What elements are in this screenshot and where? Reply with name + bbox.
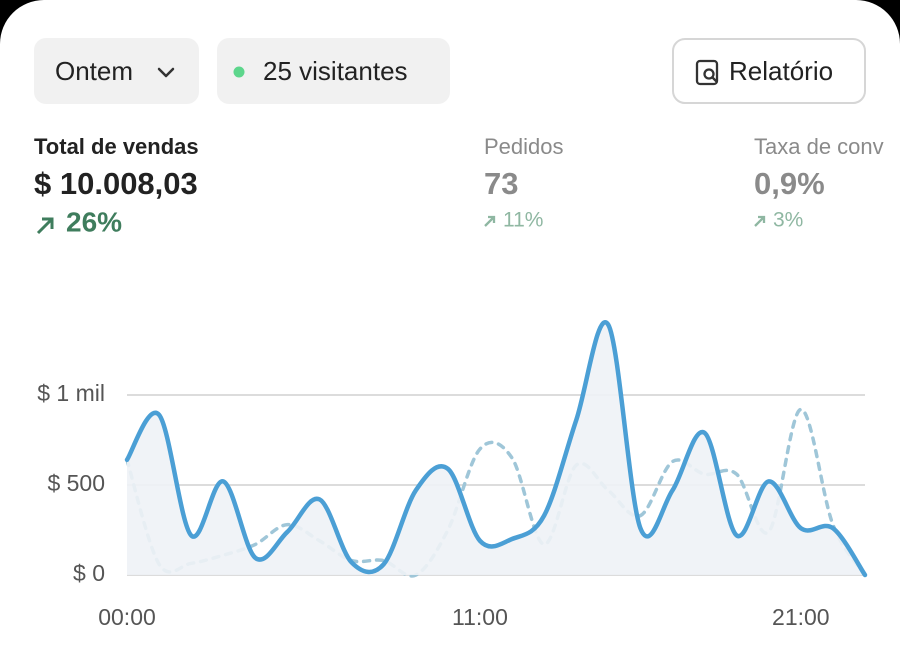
metric-value: $ 10.008,03 — [34, 166, 198, 201]
series-line — [124, 320, 868, 578]
y-tick-label: $ 0 — [73, 560, 105, 586]
metric-change: 11% — [503, 209, 543, 232]
chevron-icon — [157, 67, 175, 78]
trend-arrow — [754, 215, 766, 227]
y-tick-label: $ 500 — [47, 470, 105, 496]
metric-label: Pedidos — [484, 134, 564, 159]
live-dot — [233, 66, 245, 78]
report-label: Relatório — [729, 56, 833, 86]
metric-change: 26% — [66, 206, 122, 237]
metric-label: Taxa de conv — [754, 134, 884, 159]
metric-value: 0,9% — [754, 166, 825, 201]
x-tick-label: 21:00 — [772, 604, 830, 630]
period-button[interactable] — [34, 38, 199, 104]
metric-value: 73 — [484, 166, 518, 201]
report-button[interactable] — [672, 38, 866, 104]
metric-label: Total de vendas — [34, 134, 199, 159]
trend-arrow — [484, 215, 496, 227]
series-line — [125, 407, 867, 578]
visitors-label: 25 visitantes — [263, 56, 408, 86]
visitors-button[interactable] — [217, 38, 450, 104]
chart: $ 0 $ 500 $ 1 mil 00:00 11:00 21:00 — [37, 320, 868, 630]
report-icon — [695, 59, 719, 86]
x-tick-label: 00:00 — [98, 604, 156, 630]
y-tick-label: $ 1 mil — [37, 380, 105, 406]
period-label: Ontem — [55, 56, 133, 86]
metric-change: 3% — [773, 209, 803, 232]
x-tick-label: 11:00 — [452, 604, 508, 630]
trend-arrow — [36, 217, 54, 235]
series-area — [127, 322, 865, 575]
